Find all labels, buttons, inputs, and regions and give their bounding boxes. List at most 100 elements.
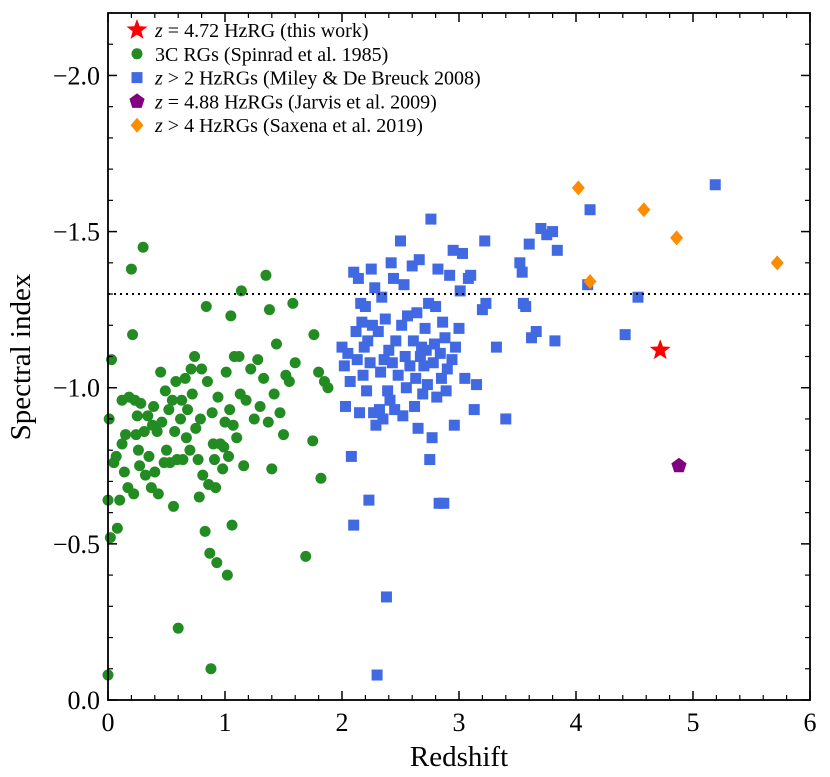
data-point <box>435 372 447 384</box>
data-point <box>378 354 390 366</box>
legend-label: 3C RGs (Spinrad et al. 1985) <box>155 44 388 66</box>
data-point <box>352 272 364 284</box>
data-point <box>196 363 208 375</box>
data-point <box>399 351 411 362</box>
data-point <box>258 372 270 384</box>
x-tick-label: 4 <box>570 708 583 737</box>
data-point <box>358 341 370 353</box>
data-point <box>197 469 209 481</box>
data-point <box>530 326 542 338</box>
data-point <box>410 372 422 384</box>
data-point <box>387 272 399 284</box>
data-point <box>224 404 236 416</box>
data-point <box>169 425 181 437</box>
data-point <box>365 263 377 275</box>
data-point <box>490 341 502 353</box>
data-point <box>307 435 319 447</box>
data-point <box>218 441 230 453</box>
data-point <box>139 469 151 481</box>
data-point <box>465 269 477 281</box>
data-point <box>418 360 430 372</box>
data-point <box>454 285 466 297</box>
data-point <box>448 419 460 431</box>
data-point <box>419 322 431 334</box>
legend-label-text: > 4 HzRGs (Saxena et al. 2019) <box>163 115 423 137</box>
data-point <box>520 301 532 313</box>
data-point <box>551 244 563 256</box>
data-point <box>163 404 175 416</box>
data-point <box>266 463 278 475</box>
data-point <box>118 466 130 478</box>
data-point <box>235 285 247 297</box>
data-point <box>155 366 167 378</box>
data-point <box>411 307 423 319</box>
data-point <box>263 304 275 316</box>
data-point <box>428 338 440 350</box>
data-point <box>152 488 164 500</box>
data-point <box>523 238 535 250</box>
data-point <box>370 419 382 431</box>
data-point <box>348 266 360 278</box>
data-point <box>386 357 398 369</box>
data-point <box>471 379 483 391</box>
data-point <box>379 313 391 325</box>
legend-marker <box>131 48 143 60</box>
data-point <box>350 326 362 338</box>
data-point <box>254 400 266 412</box>
data-point <box>359 301 371 313</box>
data-point <box>110 450 122 462</box>
y-tick-label: −1.0 <box>53 374 100 403</box>
data-point <box>407 335 419 347</box>
data-point <box>156 416 168 428</box>
legend-entry-miley: z > 2 HzRGs (Miley & De Breuck 2008) <box>131 68 481 90</box>
data-point <box>396 319 408 331</box>
data-point <box>383 344 395 356</box>
data-point <box>516 266 528 278</box>
data-point <box>308 329 320 341</box>
legend-entry-jarvis: z = 4.88 HzRGs (Jarvis et al. 2009) <box>129 91 437 113</box>
data-point <box>212 391 224 403</box>
legend-label-text: 3C RGs (Spinrad et al. 1985) <box>155 44 388 66</box>
data-point <box>400 382 412 394</box>
data-point <box>111 522 123 534</box>
data-point <box>364 357 376 369</box>
ticks-layer: 0 1 2 3 4 5 6 0.0 −0.5 −1.0 −1.5 −2.0 <box>53 13 817 737</box>
data-point <box>670 230 684 246</box>
data-point <box>549 335 561 347</box>
data-point <box>287 297 299 309</box>
y-tick-label: −0.5 <box>53 530 100 559</box>
data-point <box>526 332 538 344</box>
data-point <box>159 385 171 397</box>
data-point <box>389 404 401 416</box>
legend-marker <box>130 117 144 133</box>
data-point <box>206 407 218 419</box>
data-point <box>344 375 356 387</box>
data-point <box>384 394 396 406</box>
legend-label: z > 2 HzRGs (Miley & De Breuck 2008) <box>154 68 481 90</box>
data-point <box>175 413 187 425</box>
data-point <box>375 366 387 378</box>
data-point <box>348 519 360 531</box>
data-point <box>535 222 547 234</box>
y-tick-label: −2.0 <box>53 61 100 90</box>
data-point <box>128 488 140 500</box>
data-point <box>637 202 651 218</box>
data-point <box>268 388 280 400</box>
data-point <box>426 432 438 444</box>
data-point <box>143 450 155 462</box>
series-jarvis <box>671 457 687 473</box>
data-point <box>362 335 374 347</box>
data-point <box>649 339 671 360</box>
x-tick-label: 6 <box>804 708 817 737</box>
legend-label: z = 4.88 HzRGs (Jarvis et al. 2009) <box>154 91 437 113</box>
data-point <box>434 347 446 359</box>
data-point <box>421 379 433 391</box>
data-point <box>114 494 126 506</box>
data-point <box>289 357 301 369</box>
data-point <box>137 241 149 253</box>
data-point <box>300 550 312 562</box>
data-point <box>444 269 456 281</box>
data-point <box>431 391 443 403</box>
legend-entry-spinrad: 3C RGs (Spinrad et al. 1985) <box>131 44 388 66</box>
data-point <box>262 416 274 428</box>
